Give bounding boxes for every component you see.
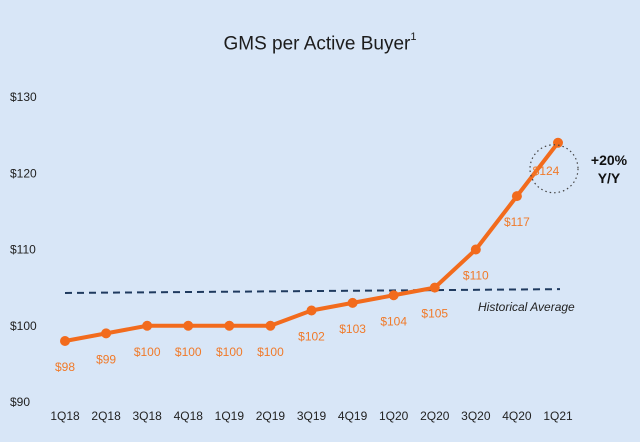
y-tick-label: $120 — [10, 166, 37, 180]
x-tick-label: 4Q18 — [174, 409, 204, 423]
x-tick-label: 3Q20 — [461, 409, 491, 423]
x-axis-ticks: 1Q18 2Q18 3Q18 4Q18 1Q19 2Q19 3Q19 4Q19 1Q20 2Q20… — [50, 409, 573, 423]
y-tick-label: $110 — [10, 243, 36, 257]
data-label: $100 — [134, 345, 161, 359]
series-layer — [60, 137, 563, 346]
data-point — [183, 320, 194, 331]
data-label: $105 — [421, 307, 448, 321]
x-tick-label: 1Q20 — [379, 409, 409, 423]
yoy-annotation-unit: Y/Y — [598, 170, 621, 186]
data-label: $100 — [216, 345, 243, 359]
x-tick-label: 2Q20 — [420, 409, 450, 423]
historical-average-line: Historical Average — [64, 288, 575, 314]
data-point — [306, 305, 317, 316]
yoy-annotation-value: +20% — [591, 152, 628, 168]
yoy-annotation: +20% Y/Y — [529, 144, 628, 194]
data-label: $100 — [175, 345, 202, 359]
data-point — [511, 191, 522, 202]
x-tick-label: 1Q21 — [543, 409, 573, 423]
data-point — [553, 137, 563, 148]
y-tick-label: $100 — [10, 319, 37, 333]
historical-average-label: Historical Average — [478, 300, 575, 314]
data-label: $103 — [339, 322, 366, 336]
y-axis-ticks: $90 $100 $110 $120 $130 — [10, 90, 37, 409]
data-label: $117 — [504, 215, 530, 229]
data-point — [470, 244, 481, 255]
y-tick-label: $90 — [10, 395, 30, 409]
data-point — [101, 328, 112, 339]
chart-title: GMS per Active Buyer1 — [223, 31, 417, 55]
x-tick-label: 1Q19 — [215, 409, 245, 423]
x-tick-label: 3Q18 — [132, 409, 162, 423]
x-tick-label: 1Q18 — [50, 409, 80, 423]
data-label: $104 — [380, 314, 407, 328]
x-tick-label: 4Q19 — [338, 409, 368, 423]
data-point — [429, 282, 440, 293]
data-label: $102 — [298, 330, 325, 344]
data-label: $100 — [257, 345, 284, 359]
data-point — [347, 297, 358, 308]
x-tick-label: 3Q19 — [297, 409, 327, 423]
x-tick-label: 2Q19 — [256, 409, 286, 423]
historical-average-dashed-line — [64, 288, 561, 294]
data-label: $124 — [533, 164, 560, 178]
data-point — [265, 320, 276, 331]
yoy-highlight-circle — [529, 144, 579, 194]
x-tick-label: 2Q18 — [91, 409, 121, 423]
data-label: $99 — [96, 352, 116, 366]
data-labels: $98 $99 $100 $100 $100 $100 $102 $103 $104 $105 $1… — [55, 164, 560, 374]
data-label: $98 — [55, 360, 75, 374]
data-point — [224, 320, 235, 331]
data-point — [60, 336, 70, 346]
data-point — [142, 320, 153, 331]
title-footnote: 1 — [410, 31, 417, 43]
data-point — [388, 290, 399, 301]
data-label: $110 — [463, 269, 489, 283]
x-tick-label: 4Q20 — [502, 409, 532, 423]
y-tick-label: $130 — [10, 90, 37, 104]
